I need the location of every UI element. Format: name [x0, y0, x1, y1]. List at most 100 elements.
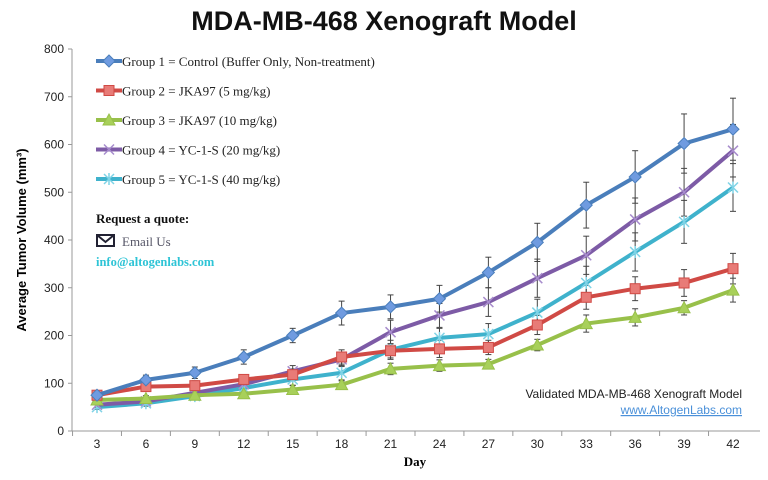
x-tick-label: 27 — [482, 437, 496, 451]
diamond-marker — [726, 122, 740, 136]
y-tick-label: 600 — [44, 138, 64, 152]
triangle-marker — [188, 388, 202, 401]
x-marker — [678, 186, 690, 198]
email-address-link[interactable]: info@altogenlabs.com — [96, 255, 215, 269]
square-marker — [103, 85, 115, 96]
diamond-marker — [432, 292, 447, 306]
diamond-marker — [139, 373, 153, 387]
triangle-marker — [383, 361, 398, 375]
triangle-marker — [334, 377, 349, 391]
square-marker — [189, 380, 201, 392]
y-tick-label: 100 — [44, 376, 64, 390]
triangle-marker — [579, 316, 594, 330]
series-line — [96, 127, 734, 398]
triangle-marker — [236, 386, 251, 400]
star-marker — [103, 173, 115, 185]
legend-label: Group 3 = JKA97 (10 mg/kg) — [122, 113, 277, 128]
triangle-marker — [285, 382, 300, 395]
diamond-marker — [677, 136, 691, 151]
x-tick-label: 9 — [192, 437, 199, 451]
series-line — [96, 288, 734, 402]
triangle-marker — [628, 310, 642, 323]
y-tick-label: 500 — [44, 185, 64, 199]
x-axis-label: Day — [404, 454, 427, 469]
legend-label: Group 1 = Control (Buffer Only, Non-trea… — [122, 54, 375, 69]
star-marker — [629, 245, 641, 258]
diamond-marker — [530, 235, 545, 250]
y-tick-label: 700 — [44, 90, 64, 104]
diamond-marker — [628, 170, 642, 184]
diamond-marker — [90, 388, 104, 402]
diamond-marker — [285, 328, 300, 343]
x-marker — [482, 296, 494, 308]
triangle-marker — [530, 338, 545, 351]
y-tick-label: 200 — [44, 329, 64, 343]
x-tick-label: 36 — [628, 437, 642, 451]
chart-title: MDA-MB-468 Xenograft Model — [191, 6, 577, 36]
star-marker — [336, 366, 348, 379]
envelope-icon — [96, 234, 115, 247]
x-marker — [385, 326, 397, 338]
x-tick-label: 39 — [677, 437, 691, 451]
y-tick-label: 300 — [44, 281, 64, 295]
square-marker — [385, 345, 397, 357]
x-marker — [433, 309, 445, 321]
square-marker — [433, 343, 445, 355]
x-tick-label: 24 — [433, 437, 447, 451]
diamond-marker — [579, 198, 593, 212]
x-marker — [727, 145, 739, 157]
triangle-marker — [432, 358, 447, 372]
star-marker — [531, 306, 543, 319]
triangle-marker — [102, 112, 116, 126]
x-tick-label: 30 — [531, 437, 545, 451]
x-marker — [531, 272, 543, 284]
x-tick-label: 18 — [335, 437, 349, 451]
x-tick-label: 42 — [726, 437, 740, 451]
request-quote-heading: Request a quote: — [96, 211, 189, 226]
y-axis-label: Average Tumor Volume (mm³) — [14, 148, 29, 331]
legend-label: Group 4 = YC-1-S (20 mg/kg) — [122, 143, 280, 158]
square-marker — [678, 277, 690, 289]
validated-model-note: Validated MDA-MB-468 Xenograft Model — [525, 387, 742, 401]
x-tick-label: 15 — [286, 437, 300, 451]
square-marker — [287, 369, 299, 381]
website-link[interactable]: www.AltogenLabs.com — [620, 403, 742, 417]
square-marker — [629, 283, 641, 295]
x-tick-label: 12 — [237, 437, 251, 451]
diamond-marker — [102, 54, 116, 68]
square-marker — [336, 351, 348, 363]
diamond-marker — [334, 306, 349, 320]
diamond-marker — [481, 265, 496, 280]
y-tick-label: 800 — [44, 42, 64, 56]
diamond-marker — [237, 350, 251, 364]
x-marker — [580, 249, 592, 261]
x-tick-label: 3 — [94, 437, 101, 451]
y-tick-label: 0 — [57, 424, 64, 438]
star-marker — [678, 215, 690, 228]
x-marker — [629, 213, 641, 225]
y-tick-label: 400 — [44, 233, 64, 247]
email-us-link[interactable]: Email Us — [122, 234, 171, 249]
x-tick-label: 21 — [384, 437, 398, 451]
series-line — [96, 266, 734, 398]
series-line — [96, 149, 735, 407]
triangle-marker — [139, 391, 153, 405]
star-marker — [580, 276, 592, 289]
triangle-marker — [481, 357, 496, 370]
legend-label: Group 2 = JKA97 (5 mg/kg) — [122, 84, 271, 99]
x-tick-label: 6 — [143, 437, 150, 451]
square-marker — [727, 263, 739, 275]
diamond-marker — [188, 366, 202, 380]
triangle-marker — [726, 283, 740, 296]
diamond-marker — [383, 300, 398, 314]
star-marker — [433, 331, 445, 344]
square-marker — [531, 319, 543, 331]
square-marker — [482, 341, 494, 353]
legend-label: Group 5 = YC-1-S (40 mg/kg) — [122, 172, 280, 187]
star-marker — [727, 181, 739, 194]
x-marker — [103, 143, 115, 156]
star-marker — [482, 328, 494, 341]
triangle-marker — [677, 300, 691, 314]
square-marker — [238, 373, 250, 385]
x-tick-label: 33 — [580, 437, 594, 451]
